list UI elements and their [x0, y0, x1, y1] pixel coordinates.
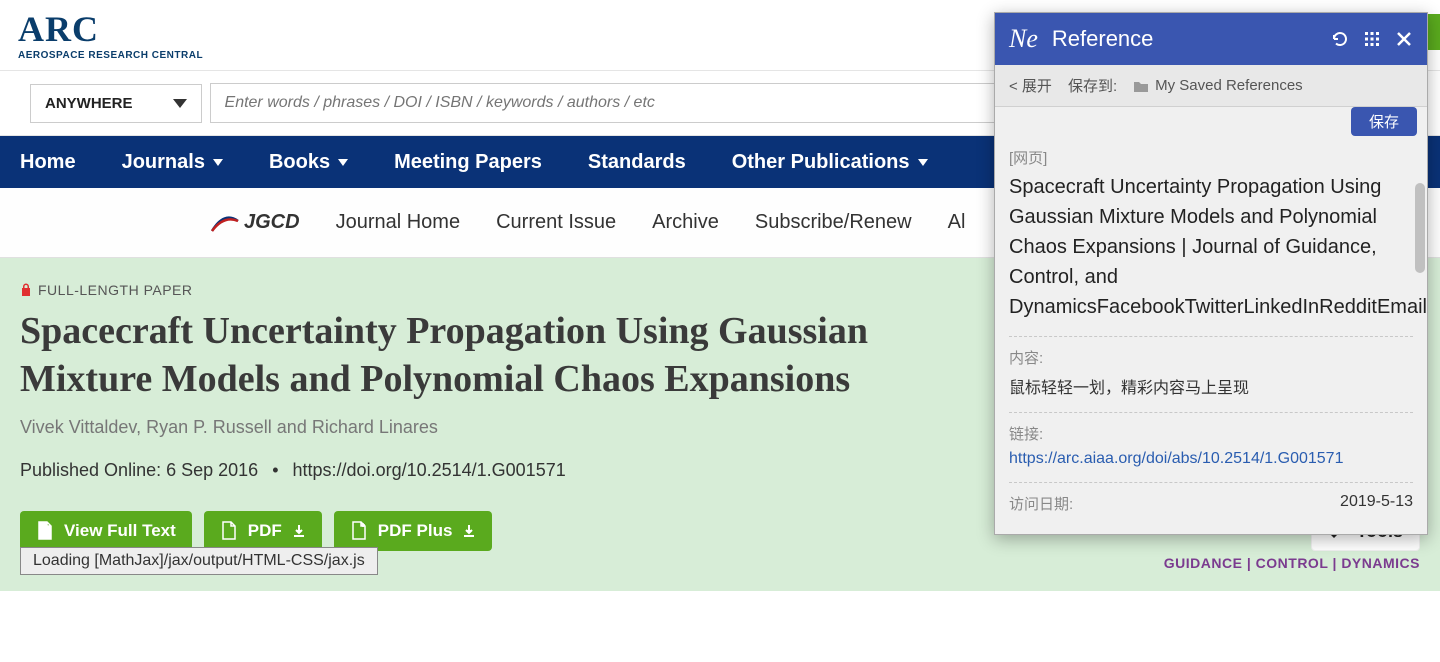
- pdf-button[interactable]: PDF: [204, 511, 322, 551]
- search-scope-select[interactable]: ANYWHERE: [30, 84, 202, 123]
- journal-logo[interactable]: JGCD: [210, 209, 300, 237]
- close-icon[interactable]: [1395, 30, 1413, 48]
- reference-body: [网页] Spacecraft Uncertainty Propagation …: [995, 135, 1427, 534]
- subnav-journal-home[interactable]: Journal Home: [336, 211, 461, 234]
- pdf-icon: [220, 521, 238, 541]
- download-icon: [462, 524, 476, 538]
- document-icon: [36, 521, 54, 541]
- nav-meeting-papers[interactable]: Meeting Papers: [394, 151, 542, 174]
- link-label: 链接:: [1009, 423, 1413, 444]
- mathjax-loading-message: Loading [MathJax]/jax/output/HTML-CSS/ja…: [20, 547, 378, 575]
- button-label: View Full Text: [64, 521, 176, 541]
- lock-icon: [20, 283, 32, 297]
- button-label: PDF Plus: [378, 521, 453, 541]
- scrollbar-thumb[interactable]: [1415, 183, 1425, 273]
- save-button[interactable]: 保存: [1351, 107, 1417, 136]
- save-folder-select[interactable]: My Saved References: [1133, 77, 1303, 94]
- nav-journals[interactable]: Journals: [122, 151, 223, 174]
- journal-logo-text: JGCD: [244, 211, 300, 234]
- visit-date-value: 2019-5-13: [1340, 493, 1413, 514]
- view-full-text-button[interactable]: View Full Text: [20, 511, 192, 551]
- reference-type-tag: [网页]: [1009, 147, 1413, 168]
- reference-brand-logo: Ne: [1009, 24, 1038, 54]
- separator-dot: •: [272, 460, 278, 481]
- accent-bar: [1426, 14, 1440, 50]
- button-label: PDF: [248, 521, 282, 541]
- chevron-down-icon: [918, 159, 928, 166]
- refresh-icon[interactable]: [1331, 30, 1349, 48]
- article-title: Spacecraft Uncertainty Propagation Using…: [20, 308, 1000, 403]
- link-url[interactable]: https://arc.aiaa.org/doi/abs/10.2514/1.G…: [1009, 450, 1413, 468]
- reference-panel: Ne Reference < 展开 保存到: My Saved Referenc…: [994, 12, 1428, 535]
- content-text: 鼠标轻轻一划，精彩内容马上呈现: [1009, 374, 1413, 398]
- subnav-subscribe[interactable]: Subscribe/Renew: [755, 211, 912, 234]
- subnav-archive[interactable]: Archive: [652, 211, 719, 234]
- published-label: Published Online:: [20, 460, 161, 480]
- nav-books[interactable]: Books: [269, 151, 348, 174]
- save-to-label: 保存到:: [1068, 75, 1117, 96]
- paper-type-text: FULL-LENGTH PAPER: [38, 282, 193, 298]
- content-label: 内容:: [1009, 347, 1413, 368]
- chevron-down-icon: [338, 159, 348, 166]
- chevron-down-icon: [173, 99, 187, 108]
- pdf-plus-icon: [350, 521, 368, 541]
- expand-toggle[interactable]: < 展开: [1009, 75, 1052, 96]
- reference-toolbar: < 展开 保存到: My Saved References 保存: [995, 65, 1427, 107]
- reference-title-text: Spacecraft Uncertainty Propagation Using…: [1009, 172, 1413, 322]
- subnav-current-issue[interactable]: Current Issue: [496, 211, 616, 234]
- nav-label: Journals: [122, 151, 205, 174]
- nav-label: Books: [269, 151, 330, 174]
- reference-titlebar: Ne Reference: [995, 13, 1427, 65]
- search-scope-label: ANYWHERE: [45, 95, 133, 112]
- published-date: 6 Sep 2016: [166, 460, 258, 480]
- journal-swoosh-icon: [210, 209, 240, 237]
- download-icon: [292, 524, 306, 538]
- subnav-alerts[interactable]: Al: [948, 211, 966, 234]
- nav-other-publications[interactable]: Other Publications: [732, 151, 928, 174]
- pdf-plus-button[interactable]: PDF Plus: [334, 511, 493, 551]
- chevron-down-icon: [213, 159, 223, 166]
- journal-sidebar-footer: GUIDANCE | CONTROL | DYNAMICS: [1164, 555, 1420, 571]
- nav-label: Home: [20, 151, 76, 174]
- nav-standards[interactable]: Standards: [588, 151, 686, 174]
- nav-home[interactable]: Home: [20, 151, 76, 174]
- folder-icon: [1133, 79, 1149, 93]
- nav-label: Meeting Papers: [394, 151, 542, 174]
- nav-label: Other Publications: [732, 151, 910, 174]
- reference-panel-title: Reference: [1052, 26, 1317, 52]
- folder-name: My Saved References: [1155, 77, 1303, 94]
- nav-label: Standards: [588, 151, 686, 174]
- article-doi[interactable]: https://doi.org/10.2514/1.G001571: [293, 460, 566, 481]
- grid-icon[interactable]: [1363, 30, 1381, 48]
- visit-date-label: 访问日期:: [1009, 493, 1073, 514]
